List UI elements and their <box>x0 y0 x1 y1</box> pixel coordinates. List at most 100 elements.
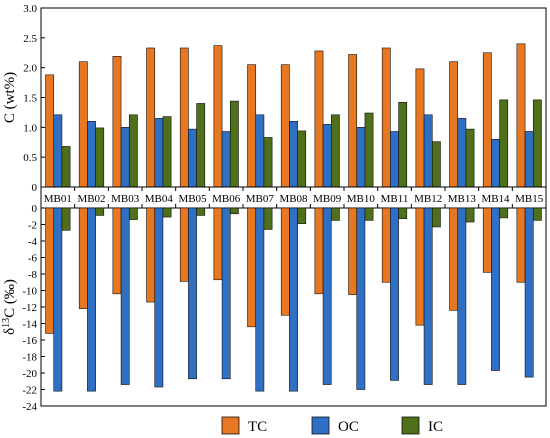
bottom-bar-oc <box>53 207 63 392</box>
legend-swatch-tc <box>221 416 240 435</box>
bottom-bar-ic <box>532 207 542 221</box>
bottom-bar-tc <box>280 207 290 316</box>
top-bar-tc <box>112 56 122 188</box>
top-bar-ic <box>61 146 71 188</box>
legend: TC OC IC <box>221 416 443 435</box>
bottom-bar-oc <box>87 207 96 392</box>
category-label: MB06 <box>212 193 241 205</box>
bottom-bar-tc <box>45 207 55 334</box>
bottom-bar-oc <box>356 207 366 390</box>
bottom-bar-ic <box>128 207 138 220</box>
bottom-bar-ic <box>431 207 441 228</box>
bottom-bar-ic <box>263 207 273 230</box>
top-bar-tc <box>449 61 459 188</box>
top-ytick-label: 1.0 <box>23 122 37 134</box>
category-label: MB09 <box>313 193 342 205</box>
bottom-bar-tc <box>78 207 88 309</box>
bottom-bar-tc <box>112 207 122 295</box>
legend-label-ic: IC <box>428 419 443 435</box>
bottom-bar-oc <box>524 207 534 378</box>
top-bar-oc <box>289 121 298 188</box>
top-bar-oc <box>491 138 500 188</box>
bottom-bar-tc <box>348 207 358 295</box>
category-label: MB10 <box>347 193 376 205</box>
bottom-bar-tc <box>381 207 391 283</box>
top-bar-tc <box>381 47 391 188</box>
bottom-ytick-label: -20 <box>22 368 37 380</box>
top-ytick-label: 1.5 <box>23 93 37 105</box>
bottom-ytick-label: -14 <box>22 319 37 331</box>
category-label: MB05 <box>178 193 207 205</box>
top-bar-tc <box>280 64 290 188</box>
top-ytick-label: 0 <box>32 182 38 194</box>
bottom-bar-ic <box>229 207 239 215</box>
bottom-ytick-label: -16 <box>22 335 37 347</box>
bottom-bar-tc <box>213 207 223 281</box>
legend-swatch-oc <box>311 416 330 435</box>
top-bar-ic <box>263 137 273 188</box>
top-bar-oc <box>322 124 332 188</box>
bottom-bar-tc <box>449 207 459 311</box>
bottom-bar-ic <box>196 207 206 216</box>
bottom-bar-tc <box>415 207 425 326</box>
category-label: MB02 <box>77 193 105 205</box>
top-bar-ic <box>465 128 475 188</box>
bottom-bar-ic <box>398 207 408 220</box>
category-label: MB08 <box>279 193 308 205</box>
bottom-bar-oc <box>154 207 164 388</box>
top-ytick-label: 2.0 <box>23 63 37 75</box>
top-ytick-label: 3.0 <box>23 3 37 15</box>
bottom-bar-oc <box>457 207 467 385</box>
bottom-panel: MB01 MB02 MB03 MB04 MB05 MB06 MB07 MB08 MB09 MB10… <box>1 186 547 413</box>
top-bar-ic <box>128 114 138 188</box>
top-bar-ic <box>162 116 172 188</box>
bottom-bar-tc <box>314 207 324 295</box>
top-bar-oc <box>221 131 231 188</box>
top-bar-tc <box>146 47 156 188</box>
top-bar-ic <box>196 103 206 188</box>
bottom-ytick-label: -24 <box>22 401 37 413</box>
top-bar-tc <box>213 45 223 188</box>
category-label: MB11 <box>381 193 409 205</box>
top-bar-tc <box>482 52 492 188</box>
category-label: MB13 <box>448 193 477 205</box>
top-bar-tc <box>179 47 189 188</box>
top-bar-oc <box>154 118 164 188</box>
bottom-bar-oc <box>423 207 433 385</box>
top-bar-tc <box>247 64 257 188</box>
top-bar-tc <box>348 54 358 188</box>
top-bar-oc <box>457 118 467 188</box>
top-bar-oc <box>524 131 534 188</box>
top-bar-ic <box>532 99 542 188</box>
bottom-bar-oc <box>255 207 265 392</box>
bottom-ytick-label: 0 <box>32 203 38 215</box>
top-bar-ic <box>330 114 340 188</box>
top-bar-tc <box>314 50 324 188</box>
top-bar-tc <box>415 68 425 188</box>
bottom-bar-oc <box>120 207 130 385</box>
legend-label-oc: OC <box>338 419 359 435</box>
bottom-bar-ic <box>364 207 374 221</box>
bottom-bar-oc <box>221 207 231 380</box>
bottom-bar-ic <box>61 207 71 231</box>
bottom-bar-oc <box>390 207 399 381</box>
bottom-bar-ic <box>297 207 307 224</box>
category-label: MB07 <box>246 193 275 205</box>
category-label: MB15 <box>515 193 544 205</box>
bottom-ytick-label: -2 <box>28 220 37 232</box>
bottom-bar-oc <box>322 207 332 385</box>
top-bar-tc <box>45 74 55 188</box>
top-bar-oc <box>87 121 96 188</box>
bottom-bar-ic <box>499 207 509 219</box>
top-bar-ic <box>364 112 374 188</box>
bottom-bar-tc <box>516 207 526 283</box>
bottom-bar-tc <box>482 207 492 273</box>
bottom-bar-ic <box>465 207 475 223</box>
bottom-ytick-label: -22 <box>22 385 37 397</box>
bottom-ytick-label: -12 <box>22 302 37 314</box>
category-label: MB01 <box>44 193 72 205</box>
top-bar-oc <box>255 114 265 188</box>
top-ytick-label: 2.5 <box>23 33 37 45</box>
bottom-bar-ic <box>95 207 105 216</box>
